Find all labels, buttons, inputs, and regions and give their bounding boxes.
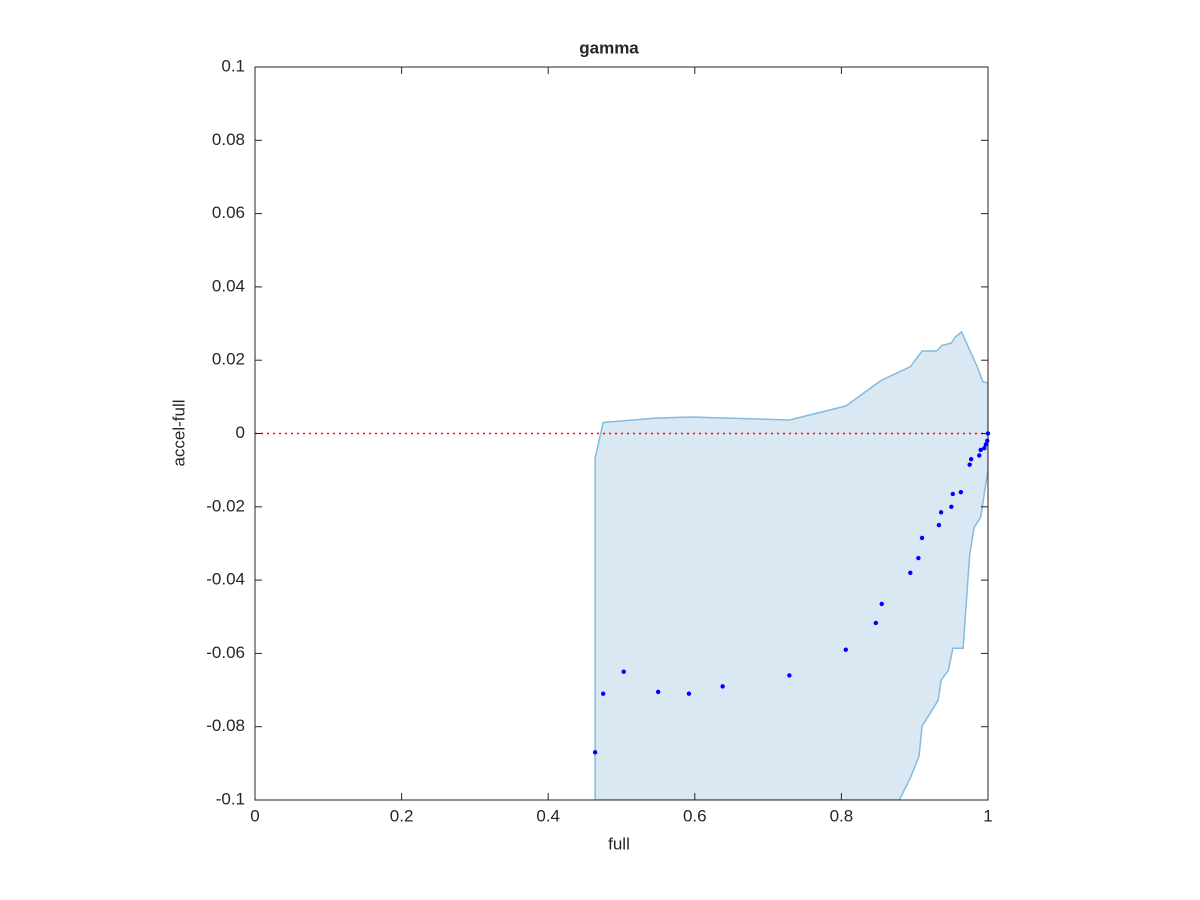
- plot-area: [255, 330, 988, 800]
- data-point: [985, 438, 990, 444]
- y-tick-label: -0.1: [216, 789, 245, 808]
- data-point: [938, 510, 944, 515]
- x-tick-label: 0.2: [390, 806, 414, 825]
- y-axis-label: accel-full: [169, 399, 188, 466]
- x-tick-label: 1: [983, 806, 992, 825]
- data-point: [983, 442, 989, 447]
- data-point: [949, 504, 954, 509]
- y-tick-label: 0.06: [212, 203, 245, 222]
- data-point: [968, 456, 974, 462]
- x-tick-label: 0: [250, 806, 259, 825]
- data-point: [879, 601, 884, 607]
- data-point: [600, 691, 606, 696]
- y-tick-label: -0.04: [206, 570, 245, 589]
- x-axis-label: full: [608, 834, 630, 853]
- data-point: [950, 491, 956, 497]
- data-point: [919, 535, 925, 541]
- x-tick-label: 0.8: [830, 806, 854, 825]
- data-point: [958, 489, 964, 495]
- y-tick-label: 0.04: [212, 276, 245, 295]
- y-tick-label: -0.08: [206, 716, 245, 735]
- y-tick-label: -0.02: [206, 496, 245, 515]
- data-point: [967, 462, 972, 467]
- data-point: [720, 684, 725, 689]
- data-point: [787, 673, 792, 678]
- confidence-band: [594, 330, 988, 800]
- x-tick-label: 0.6: [683, 806, 707, 825]
- data-point: [936, 522, 942, 528]
- data-point: [873, 620, 879, 626]
- data-point: [916, 555, 921, 561]
- data-point: [977, 453, 982, 458]
- data-point: [908, 570, 913, 575]
- data-point: [982, 445, 987, 451]
- y-tick-label: 0: [236, 423, 245, 442]
- data-point: [686, 691, 692, 696]
- chart-title: gamma: [579, 38, 639, 57]
- data-point: [655, 689, 661, 695]
- x-tick-label: 0.4: [536, 806, 560, 825]
- y-tick-label: 0.1: [221, 56, 245, 75]
- y-tick-label: -0.06: [206, 643, 245, 662]
- data-point: [592, 750, 598, 755]
- y-tick-label: 0.02: [212, 350, 245, 369]
- data-point: [843, 647, 848, 652]
- data-point: [621, 669, 626, 674]
- y-tick-label: 0.08: [212, 130, 245, 149]
- data-point: [978, 447, 983, 453]
- data-point: [985, 431, 991, 436]
